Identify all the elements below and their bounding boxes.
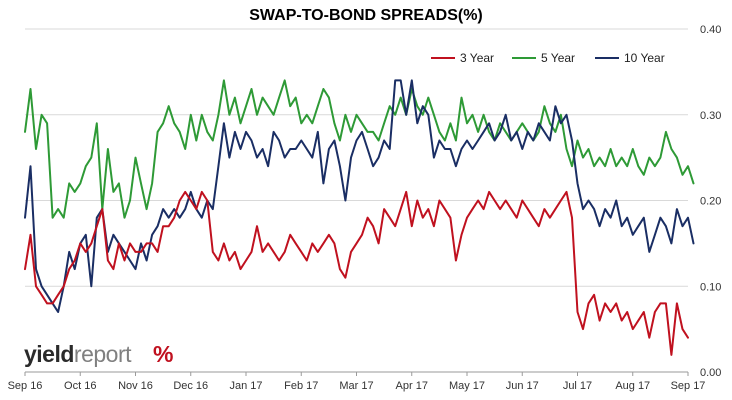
series-line-3-year: [24, 190, 689, 356]
x-tick-label: Sep 17: [671, 380, 706, 392]
svg-text:yieldreport: yieldreport: [24, 341, 132, 367]
series-line-5-year: [24, 79, 695, 219]
x-tick-label: Sep 16: [8, 380, 43, 392]
logo-percent-mark: %: [153, 341, 173, 367]
x-tick-label: Aug 17: [615, 380, 650, 392]
x-tick-label: May 17: [449, 380, 485, 392]
series-lines: [24, 79, 695, 356]
yieldreport-logo: yieldreport %: [24, 341, 174, 367]
y-tick-label: 0.10: [700, 281, 721, 293]
x-axis: Sep 16 Oct 16 Nov 16 Dec 16 Jan 17 Feb 17 Mar …: [8, 372, 706, 392]
x-tick-label: Oct 16: [64, 380, 96, 392]
x-tick-label: Apr 17: [396, 380, 428, 392]
x-tick-label: Jan 17: [229, 380, 262, 392]
series-line-10-year: [24, 79, 695, 313]
y-tick-label: 0.00: [700, 367, 721, 379]
legend-label: 3 Year: [460, 51, 494, 65]
legend-label: 5 Year: [541, 51, 575, 65]
x-tick-label: Jul 17: [563, 380, 592, 392]
legend-label: 10 Year: [624, 51, 665, 65]
x-tick-label: Jun 17: [506, 380, 539, 392]
x-tick-label: Mar 17: [339, 380, 373, 392]
x-tick-label: Nov 16: [118, 380, 153, 392]
chart-title: SWAP-TO-BOND SPREADS(%): [249, 7, 483, 24]
logo-text-yield: yield: [24, 341, 74, 367]
y-tick-label: 0.40: [700, 24, 721, 36]
x-tick-label: Feb 17: [284, 380, 318, 392]
y-axis: 0.00 0.10 0.20 0.30 0.40: [700, 24, 721, 379]
legend: 3 Year 5 Year 10 Year: [431, 51, 665, 65]
x-tick-label: Dec 16: [173, 380, 208, 392]
y-tick-label: 0.20: [700, 196, 721, 208]
y-tick-label: 0.30: [700, 110, 721, 122]
logo-text-report: report: [74, 341, 132, 367]
gridlines: [25, 28, 688, 287]
